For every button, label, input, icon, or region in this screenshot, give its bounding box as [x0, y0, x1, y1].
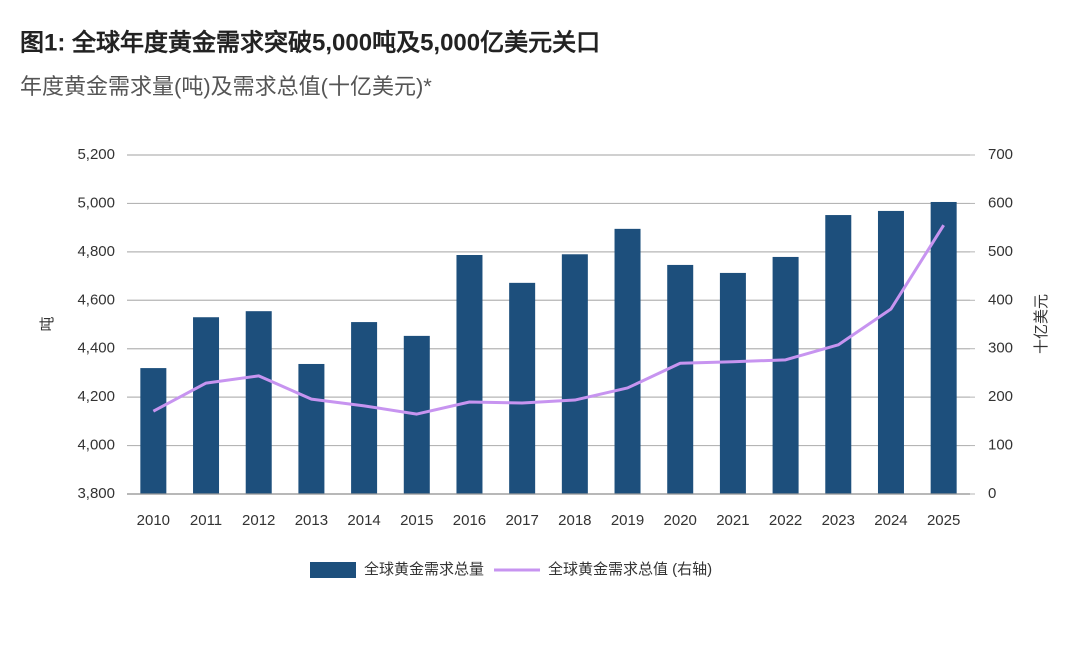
- y2-tick-label: 100: [988, 437, 1013, 454]
- y-tick-label: 4,400: [77, 340, 115, 357]
- bar: [561, 254, 588, 494]
- x-tick-label: 2018: [558, 512, 591, 529]
- bar: [456, 255, 483, 494]
- bar: [667, 264, 694, 494]
- y2-tick-label: 300: [988, 340, 1013, 357]
- legend-label: 全球黄金需求总量: [364, 560, 484, 578]
- y-tick-label: 3,800: [77, 485, 115, 502]
- x-tick-label: 2019: [611, 512, 644, 529]
- x-tick-label: 2015: [400, 512, 433, 529]
- bar: [877, 210, 904, 494]
- bar: [193, 317, 220, 494]
- x-tick-label: 2024: [874, 512, 907, 529]
- x-tick-label: 2014: [347, 512, 380, 529]
- x-tick-label: 2023: [822, 512, 855, 529]
- y2-tick-label: 500: [988, 243, 1013, 260]
- y2-tick-label: 0: [988, 485, 996, 502]
- x-tick-label: 2016: [453, 512, 486, 529]
- y-axis-label: 吨: [39, 316, 56, 331]
- bar: [772, 256, 799, 494]
- y2-axis-label: 十亿美元: [1033, 294, 1050, 354]
- y2-tick-label: 200: [988, 388, 1013, 405]
- y2-tick-label: 600: [988, 194, 1013, 211]
- bar: [719, 272, 746, 494]
- x-tick-label: 2011: [190, 512, 222, 529]
- legend-swatch: [310, 562, 356, 578]
- bar: [298, 363, 325, 494]
- bar: [614, 228, 641, 494]
- bar: [509, 282, 536, 494]
- x-tick-label: 2012: [242, 512, 275, 529]
- chart-title: 图1: 全球年度黄金需求突破5,000吨及5,000亿美元关口: [20, 28, 600, 56]
- y-tick-label: 4,000: [77, 437, 115, 454]
- bar: [930, 201, 957, 494]
- bar: [825, 215, 852, 494]
- bar: [140, 368, 167, 494]
- y-tick-label: 4,800: [77, 243, 115, 260]
- y-tick-label: 4,600: [77, 291, 115, 308]
- bar: [245, 311, 272, 494]
- x-tick-label: 2022: [769, 512, 802, 529]
- x-tick-label: 2010: [137, 512, 170, 529]
- line: [152, 224, 945, 416]
- y-tick-label: 5,000: [77, 194, 115, 211]
- x-tick-label: 2021: [716, 512, 749, 529]
- chart-subtitle: 年度黄金需求量(吨)及需求总值(十亿美元)*: [20, 74, 432, 99]
- x-tick-label: 2025: [927, 512, 960, 529]
- y2-tick-label: 700: [988, 146, 1013, 163]
- y-tick-label: 5,200: [77, 146, 115, 163]
- y2-tick-label: 400: [988, 291, 1013, 308]
- legend-label: 全球黄金需求总值 (右轴): [548, 560, 712, 578]
- y-tick-label: 4,200: [77, 388, 115, 405]
- x-tick-label: 2020: [664, 512, 697, 529]
- x-tick-label: 2017: [505, 512, 538, 529]
- x-tick-label: 2013: [295, 512, 328, 529]
